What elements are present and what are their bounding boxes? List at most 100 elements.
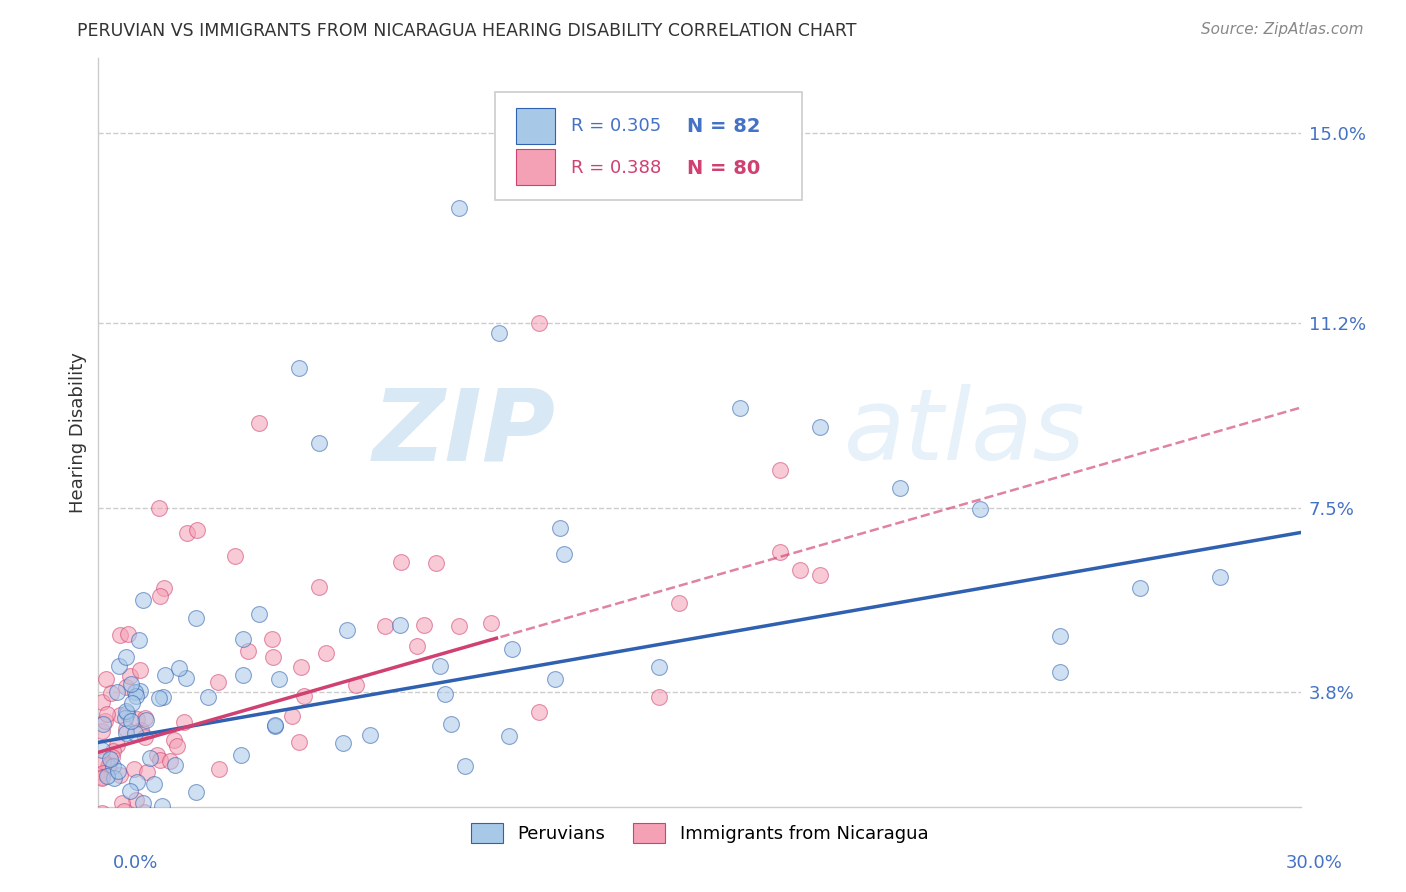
Point	[315, 646, 337, 660]
Point	[103, 771, 125, 785]
Point	[186, 524, 208, 538]
Point	[101, 759, 124, 773]
Point	[163, 827, 186, 841]
Point	[498, 729, 520, 743]
Bar	[516, 149, 555, 186]
Point	[440, 716, 463, 731]
Point	[229, 747, 252, 762]
Point	[159, 754, 181, 768]
Point	[91, 850, 114, 864]
Text: N = 80: N = 80	[688, 159, 761, 178]
Point	[120, 676, 142, 690]
Point	[105, 738, 128, 752]
Text: R = 0.305: R = 0.305	[571, 117, 661, 136]
Point	[134, 711, 156, 725]
Point	[91, 771, 114, 785]
Point	[768, 463, 790, 477]
Point	[93, 754, 115, 768]
Point	[336, 623, 359, 637]
Point	[149, 590, 172, 604]
Point	[96, 706, 118, 721]
Point	[111, 796, 134, 810]
Point	[648, 690, 671, 704]
Point	[1049, 629, 1071, 643]
Point	[553, 547, 575, 561]
Point	[308, 580, 330, 594]
Point	[132, 796, 155, 810]
Point	[148, 500, 170, 515]
Point	[429, 659, 451, 673]
Point	[96, 769, 118, 783]
Point	[135, 713, 157, 727]
Point	[308, 435, 330, 450]
Point	[91, 743, 114, 757]
Point	[668, 596, 690, 610]
Point	[138, 751, 160, 765]
Point	[114, 649, 136, 664]
Y-axis label: Hearing Disability: Hearing Disability	[69, 352, 87, 513]
Text: 30.0%: 30.0%	[1286, 855, 1343, 872]
Point	[149, 753, 172, 767]
Point	[91, 805, 114, 820]
Point	[263, 719, 285, 733]
Point	[115, 680, 138, 694]
Point	[127, 775, 149, 789]
Point	[156, 850, 179, 864]
Point	[232, 632, 254, 647]
Point	[434, 687, 457, 701]
Point	[454, 759, 477, 773]
Point	[129, 723, 152, 737]
Point	[176, 671, 198, 685]
Point	[405, 639, 427, 653]
Point	[207, 674, 229, 689]
Point	[224, 549, 246, 563]
Point	[281, 709, 304, 723]
Point	[94, 672, 117, 686]
Point	[124, 685, 146, 699]
Point	[91, 695, 114, 709]
Point	[501, 642, 523, 657]
Point	[529, 705, 551, 719]
Point	[889, 482, 911, 496]
Point	[548, 521, 571, 535]
Point	[425, 556, 447, 570]
Point	[262, 632, 284, 646]
Point	[359, 728, 381, 742]
Point	[91, 716, 114, 731]
Point	[107, 764, 129, 779]
Point	[125, 712, 148, 726]
Point	[104, 850, 127, 864]
Point	[648, 660, 671, 674]
Point	[186, 785, 208, 799]
Point	[1129, 581, 1152, 595]
Point	[153, 581, 176, 595]
Text: atlas: atlas	[844, 384, 1085, 481]
Point	[118, 669, 141, 683]
Point	[169, 816, 191, 830]
Text: 0.0%: 0.0%	[112, 855, 157, 872]
Point	[479, 616, 502, 631]
Point	[152, 690, 174, 705]
Point	[136, 764, 159, 779]
Point	[117, 706, 139, 720]
Point	[388, 618, 411, 632]
Point	[173, 714, 195, 729]
Point	[110, 707, 132, 722]
Bar	[516, 108, 555, 145]
Text: Source: ZipAtlas.com: Source: ZipAtlas.com	[1201, 22, 1364, 37]
Point	[413, 617, 436, 632]
Point	[292, 689, 315, 703]
Point	[118, 850, 141, 864]
FancyBboxPatch shape	[495, 92, 801, 201]
Point	[232, 667, 254, 681]
Point	[529, 316, 551, 330]
Point	[114, 722, 136, 736]
Point	[107, 815, 129, 830]
Point	[1049, 665, 1071, 680]
Point	[186, 611, 208, 625]
Point	[124, 726, 146, 740]
Legend: Peruvians, Immigrants from Nicaragua: Peruvians, Immigrants from Nicaragua	[464, 815, 935, 851]
Point	[128, 633, 150, 648]
Point	[132, 593, 155, 607]
Point	[150, 798, 173, 813]
